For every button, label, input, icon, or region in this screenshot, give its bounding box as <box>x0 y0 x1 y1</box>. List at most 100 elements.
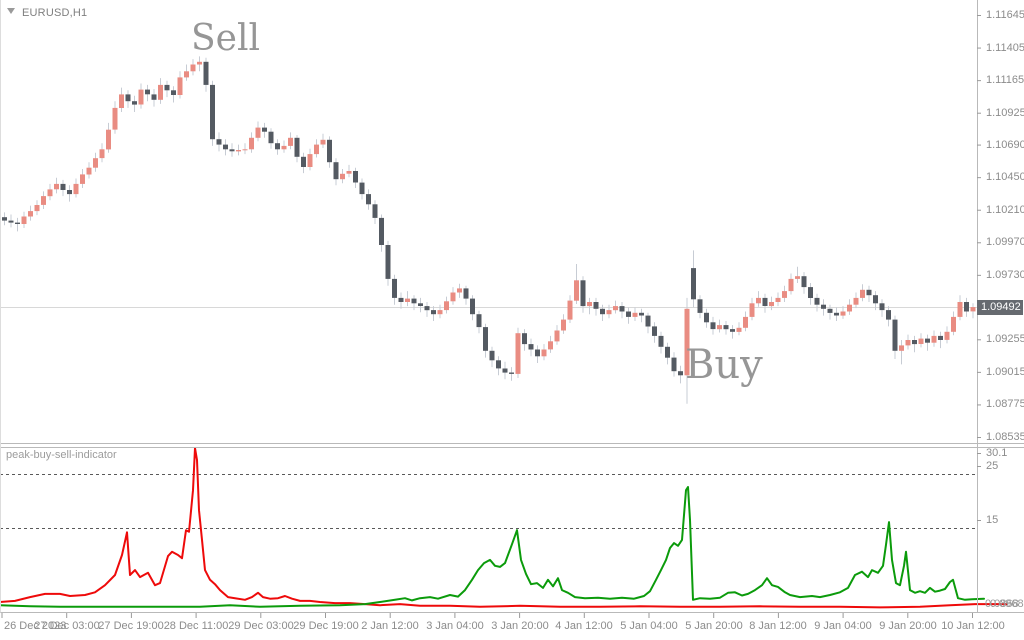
candle-body <box>190 64 196 72</box>
candle-body <box>210 84 215 140</box>
candle-body <box>255 127 261 138</box>
candle-body <box>665 346 670 358</box>
candle-body <box>353 171 358 183</box>
candle-body <box>951 316 956 332</box>
candle-body <box>593 302 599 309</box>
candle-body <box>886 310 891 320</box>
candle-body <box>613 306 618 311</box>
candle-body <box>964 302 969 312</box>
time-axis-label: 3 Jan 04:00 <box>426 620 484 632</box>
candle-body <box>814 297 820 305</box>
candle-body <box>619 306 625 312</box>
candle-body <box>73 183 79 195</box>
candle-body <box>138 89 144 105</box>
candle-body <box>743 316 748 328</box>
candle-body <box>931 335 937 343</box>
symbol-timeframe-label: EURUSD,H1 <box>22 7 88 19</box>
indicator-current-value: 0.0968 <box>990 598 1024 610</box>
candle-body <box>437 310 443 315</box>
candle-body <box>54 183 59 190</box>
candle-body <box>567 300 573 320</box>
candle-body <box>112 107 118 130</box>
candle-body <box>86 167 92 175</box>
candle-body <box>262 127 267 132</box>
chevron-down-icon[interactable] <box>7 8 15 14</box>
candle-body <box>652 326 657 336</box>
candle-body <box>372 204 378 218</box>
candle-body <box>710 322 716 330</box>
candle-body <box>242 149 248 151</box>
candle-body <box>15 222 20 224</box>
candle-body <box>203 61 209 85</box>
candle-body <box>600 308 605 315</box>
candle-body <box>132 101 137 105</box>
candle-body <box>918 338 924 344</box>
price-axis-label: 1.10450 <box>986 171 1024 183</box>
candle-body <box>294 137 300 157</box>
candle-body <box>821 304 826 309</box>
candle-body <box>249 137 254 150</box>
candle-body <box>8 220 14 223</box>
time-axis-label: 10 Jan 12:00 <box>941 620 1005 632</box>
candle-body <box>957 302 963 317</box>
price-axis-label: 1.10925 <box>986 107 1024 119</box>
candle-body <box>736 327 742 332</box>
price-axis-label: 1.09730 <box>986 269 1024 281</box>
candle-body <box>762 297 768 306</box>
candle-body <box>847 304 852 312</box>
candle-body <box>554 330 560 342</box>
candle-body <box>561 319 566 331</box>
candle-body <box>522 333 527 345</box>
time-axis-label: 8 Jan 12:00 <box>749 620 807 632</box>
candle-body <box>574 280 579 301</box>
candle-body <box>21 216 27 224</box>
sell-signal-label: Sell <box>191 18 260 59</box>
candle-body <box>314 144 319 155</box>
candle-body <box>47 189 53 197</box>
candle-body <box>457 288 462 293</box>
indicator-scale-label: 30.1 <box>986 447 1008 459</box>
candle-body <box>398 297 404 302</box>
current-price-badge: 1.09492 <box>977 300 1023 315</box>
candle-body <box>405 298 410 302</box>
candle-body <box>489 350 495 361</box>
candle-body <box>970 307 976 312</box>
candle-body <box>288 137 293 146</box>
candle-body <box>632 312 638 317</box>
candle-body <box>119 94 124 108</box>
candle-body <box>873 295 878 304</box>
candle-body <box>197 61 202 65</box>
candle-body <box>717 325 722 330</box>
candle-body <box>580 280 586 307</box>
candle-body <box>60 183 66 190</box>
candle-body <box>184 71 189 78</box>
candle-body <box>158 84 163 100</box>
candle-body <box>606 310 612 315</box>
candle-body <box>678 371 683 376</box>
candle-body <box>125 94 131 102</box>
candle-body <box>645 315 651 327</box>
candle-body <box>860 289 865 298</box>
candle-body <box>944 331 950 340</box>
candle-body <box>795 276 800 279</box>
candle-body <box>236 150 241 152</box>
candle-body <box>301 156 306 167</box>
candle-body <box>34 205 40 212</box>
buy-signal-label: Buy <box>685 342 763 388</box>
candle-body <box>450 292 456 302</box>
candle-body <box>67 190 72 195</box>
time-axis-label: 3 Jan 20:00 <box>491 620 549 632</box>
candle-body <box>359 182 365 195</box>
candle-body <box>444 301 449 311</box>
candle-body <box>548 341 553 350</box>
indicator-name-label: peak-buy-sell-indicator <box>6 449 117 461</box>
candle-body <box>28 211 33 217</box>
candle-body <box>808 287 813 298</box>
candle-body <box>535 349 540 357</box>
candle-body <box>431 310 436 315</box>
candle-body <box>626 311 631 317</box>
candle-body <box>788 278 794 292</box>
time-axis-label: 29 Dec 03:00 <box>228 620 294 632</box>
candle-body <box>411 298 417 304</box>
